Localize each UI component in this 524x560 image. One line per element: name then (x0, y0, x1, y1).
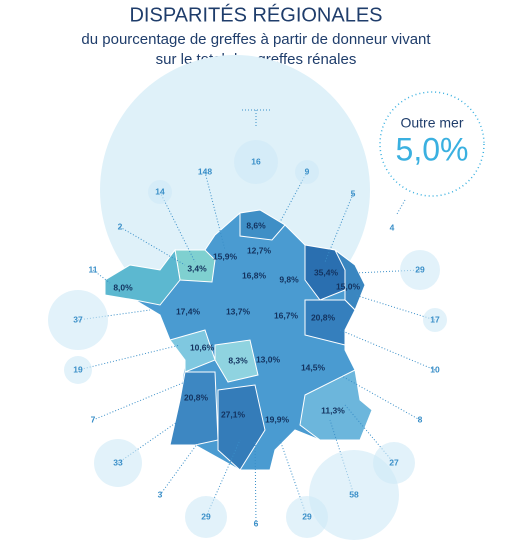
region (169, 329, 216, 373)
center-count: 29 (201, 511, 211, 521)
region-label: 15,9% (213, 251, 238, 261)
center-count: 33 (113, 457, 123, 467)
region (217, 384, 266, 471)
center-count: 10 (430, 364, 440, 374)
bubble (48, 290, 108, 350)
outre-mer-label: Outre mer (400, 115, 463, 131)
region (299, 369, 373, 441)
region-label: 10,6% (190, 342, 215, 352)
region-label: 13,7% (226, 306, 251, 316)
outre-mer-value: 5,0% (396, 131, 469, 167)
region (169, 371, 219, 446)
region-label: 17,4% (176, 306, 201, 316)
bubble (185, 496, 227, 538)
leader (339, 374, 421, 421)
region-label: 16,7% (274, 310, 299, 320)
france-map (104, 209, 373, 471)
leader (159, 191, 196, 263)
bubble (423, 308, 447, 332)
center-count: 3 (158, 489, 163, 499)
center-count: 7 (91, 414, 96, 424)
center-count: 19 (73, 364, 83, 374)
region-label: 20,8% (184, 392, 209, 402)
center-count: 148 (198, 166, 212, 176)
center-count: 29 (302, 511, 312, 521)
region-label: 19,9% (265, 414, 290, 424)
region-label: 20,8% (311, 312, 336, 322)
bubble (400, 250, 440, 290)
leader (77, 344, 181, 371)
center-count: 2 (118, 221, 123, 231)
subtitle: du pourcentage de greffes à partir de do… (81, 31, 431, 48)
bubble (295, 160, 319, 184)
region-label: 13,0% (256, 354, 281, 364)
leader (92, 269, 111, 284)
region-label: 14,5% (301, 362, 326, 372)
region-label: 8,6% (246, 220, 266, 230)
region-label: 11,3% (321, 405, 345, 415)
bubble (64, 356, 92, 384)
region-label: 15,0% (336, 281, 361, 291)
region-label: 16,8% (242, 270, 267, 280)
bubble (309, 450, 399, 540)
center-count: 37 (73, 314, 83, 324)
region (239, 209, 286, 241)
region-label: 9,8% (279, 274, 299, 284)
leader (205, 439, 241, 518)
leader (119, 226, 186, 266)
leader (254, 439, 257, 525)
bubble (94, 439, 142, 487)
leader (159, 439, 201, 496)
center-count: 29 (415, 264, 425, 274)
leader (324, 193, 354, 263)
region-label: 27,1% (221, 409, 246, 419)
bubble (286, 496, 328, 538)
center-count: 9 (305, 166, 310, 176)
region-label: 8,3% (228, 355, 248, 365)
leader (354, 269, 421, 274)
region-label: 3,4% (187, 263, 207, 273)
center-count: 11 (89, 264, 98, 274)
leader (354, 294, 436, 321)
center-count: 6 (254, 518, 259, 528)
center-count: 58 (349, 489, 359, 499)
region-label: 12,7% (247, 245, 272, 255)
center-count: 16 (251, 156, 261, 166)
leader (92, 379, 191, 421)
region-label: 35,4% (314, 267, 339, 277)
leader (339, 329, 436, 371)
leader (396, 199, 406, 215)
title: DISPARITÉS RÉGIONALES (129, 3, 382, 26)
center-count: 14 (155, 186, 165, 196)
center-count: 4 (390, 222, 395, 232)
center-count: 8 (418, 414, 423, 424)
center-count: 17 (430, 314, 440, 324)
center-count: 5 (351, 188, 356, 198)
region (214, 339, 259, 383)
center-count: 27 (389, 457, 399, 467)
outre-mer-circle (379, 91, 485, 197)
region (304, 299, 356, 346)
leader (242, 109, 270, 128)
bubble (234, 140, 278, 184)
region (104, 248, 181, 306)
region-label: 8,0% (113, 282, 133, 292)
bubble (148, 180, 172, 204)
